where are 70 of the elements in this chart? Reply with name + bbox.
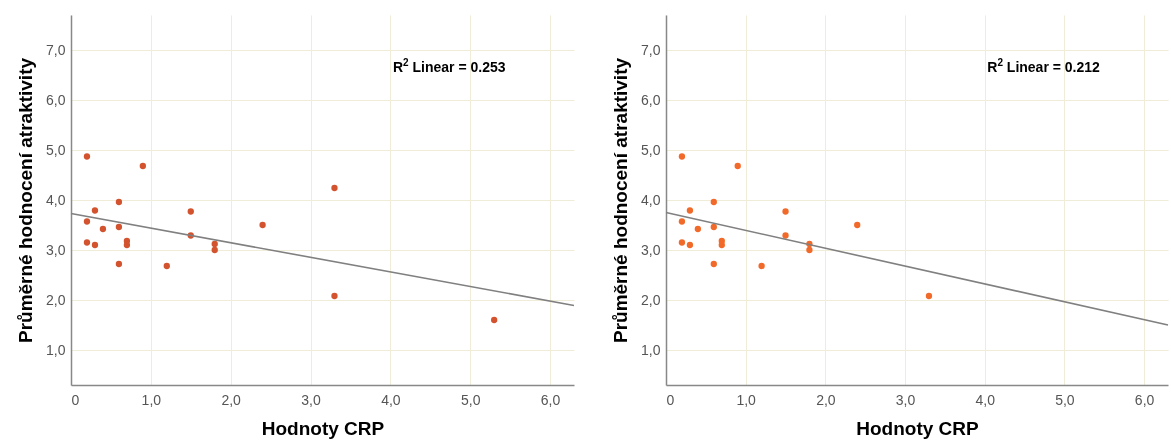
y-tick-label: 2,0 [641, 291, 661, 308]
y-tick-label: 2,0 [46, 291, 66, 308]
y-tick-label: 6,0 [46, 91, 66, 108]
y-tick-label: 5,0 [46, 141, 66, 158]
point [211, 246, 218, 254]
x-tick-label: 4,0 [975, 391, 996, 408]
point [678, 153, 686, 160]
point [806, 246, 813, 254]
point [91, 207, 99, 214]
x-tick-label: 6,0 [1134, 391, 1155, 408]
x-tick-label: 1,0 [736, 391, 757, 408]
point [331, 184, 338, 192]
point [123, 241, 131, 249]
x-tick-label: 5,0 [460, 391, 481, 408]
point [91, 241, 99, 249]
point [710, 260, 717, 268]
y-tick-label: 7,0 [46, 41, 66, 58]
x-tick-label: 3,0 [301, 391, 321, 408]
point [491, 316, 498, 324]
x-tick-label: 5,0 [1055, 391, 1075, 408]
point [758, 262, 765, 270]
point [710, 198, 717, 206]
x-tick-label: 4,0 [381, 391, 401, 408]
point [694, 225, 702, 233]
x-tick-label: 2,0 [221, 391, 242, 408]
annotation: R$^{2}$ Linear = 0.253 [392, 57, 506, 75]
point [115, 223, 123, 231]
y-tick-label: 7,0 [641, 41, 661, 58]
point [83, 153, 91, 160]
point [99, 225, 107, 233]
y-axis-title: Průměrné hodnocení atraktivity [610, 57, 632, 344]
point [163, 262, 170, 270]
y-tick-label: 4,0 [46, 191, 66, 208]
x-axis-title: Hodnoty CRP [856, 417, 980, 439]
x-tick-label: 2,0 [816, 391, 836, 408]
point [115, 260, 123, 268]
point [686, 241, 694, 249]
y-tick-label: 4,0 [641, 191, 661, 208]
y-tick-label: 5,0 [641, 141, 661, 158]
point [925, 292, 933, 300]
point [734, 162, 741, 170]
x-tick-label: 1,0 [141, 391, 162, 408]
point [331, 292, 338, 300]
point [686, 207, 694, 214]
point [782, 208, 789, 215]
annotation: R$^{2}$ Linear = 0.212 [987, 57, 1100, 75]
point [678, 218, 686, 225]
point [259, 221, 266, 229]
point [211, 240, 218, 248]
point [187, 208, 194, 215]
y-tick-label: 1,0 [641, 341, 661, 358]
point [678, 239, 686, 246]
point [83, 239, 91, 246]
x-tick-label: 6,0 [540, 391, 561, 408]
point [718, 241, 725, 249]
x-axis-title: Hodnoty CRP [261, 417, 385, 439]
y-tick-label: 6,0 [641, 91, 661, 108]
x-tick-label: 0 [666, 391, 675, 408]
x-tick-label: 3,0 [895, 391, 916, 408]
point [83, 218, 91, 225]
point [115, 198, 123, 206]
y-tick-label: 1,0 [46, 341, 66, 358]
point [139, 162, 147, 170]
y-tick-label: 3,0 [46, 241, 66, 258]
y-axis-title: Průměrné hodnocení atraktivity [15, 57, 37, 344]
point [710, 223, 717, 231]
point [854, 221, 861, 229]
point [782, 232, 789, 239]
x-tick-label: 0 [71, 391, 80, 408]
y-tick-label: 3,0 [641, 241, 661, 258]
